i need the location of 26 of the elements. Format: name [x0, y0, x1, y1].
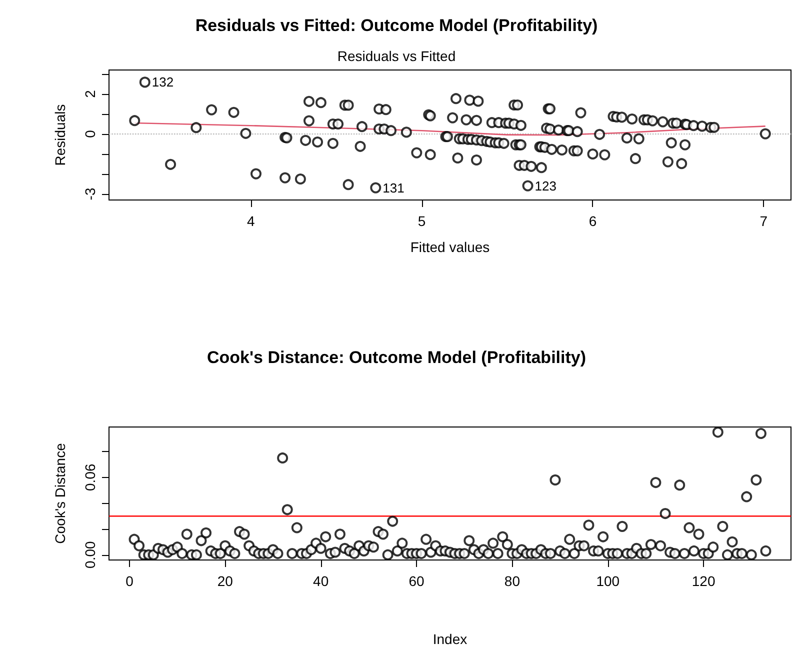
x-tick-label: 100 [596, 573, 620, 589]
y-tick-label: 0.00 [82, 541, 98, 568]
x-tick-label: 4 [246, 213, 255, 229]
x-tick-label: 6 [588, 213, 597, 229]
chart-subtitle: Residuals vs Fitted [337, 48, 456, 64]
annotation: 131 [382, 180, 404, 196]
chart-title: Cook's Distance: Outcome Model (Profitability) [206, 348, 586, 367]
y-axis-title: Cook's Distance [52, 442, 68, 544]
annotation: 132 [152, 74, 174, 90]
x-axis-title: Index [432, 631, 468, 647]
y-tick-label: 0.06 [82, 464, 98, 491]
annotation: 123 [534, 178, 556, 194]
x-axis-title: Fitted values [410, 239, 490, 255]
y-tick-label: -3 [82, 188, 98, 200]
y-axis-title: Residuals [52, 104, 68, 166]
x-tick-label: 7 [760, 213, 768, 229]
chart-title: Residuals vs Fitted: Outcome Model (Profitability) [195, 16, 598, 35]
y-tick-label: 0 [82, 130, 98, 138]
x-tick-label: 60 [408, 573, 425, 589]
x-tick-label: 80 [504, 573, 520, 589]
x-tick-label: 0 [126, 573, 134, 589]
x-tick-label: 20 [217, 573, 234, 589]
x-tick-label: 40 [313, 573, 329, 589]
x-tick-label: 120 [692, 573, 716, 589]
x-tick-label: 5 [418, 213, 426, 229]
y-tick-label: 2 [82, 90, 98, 98]
